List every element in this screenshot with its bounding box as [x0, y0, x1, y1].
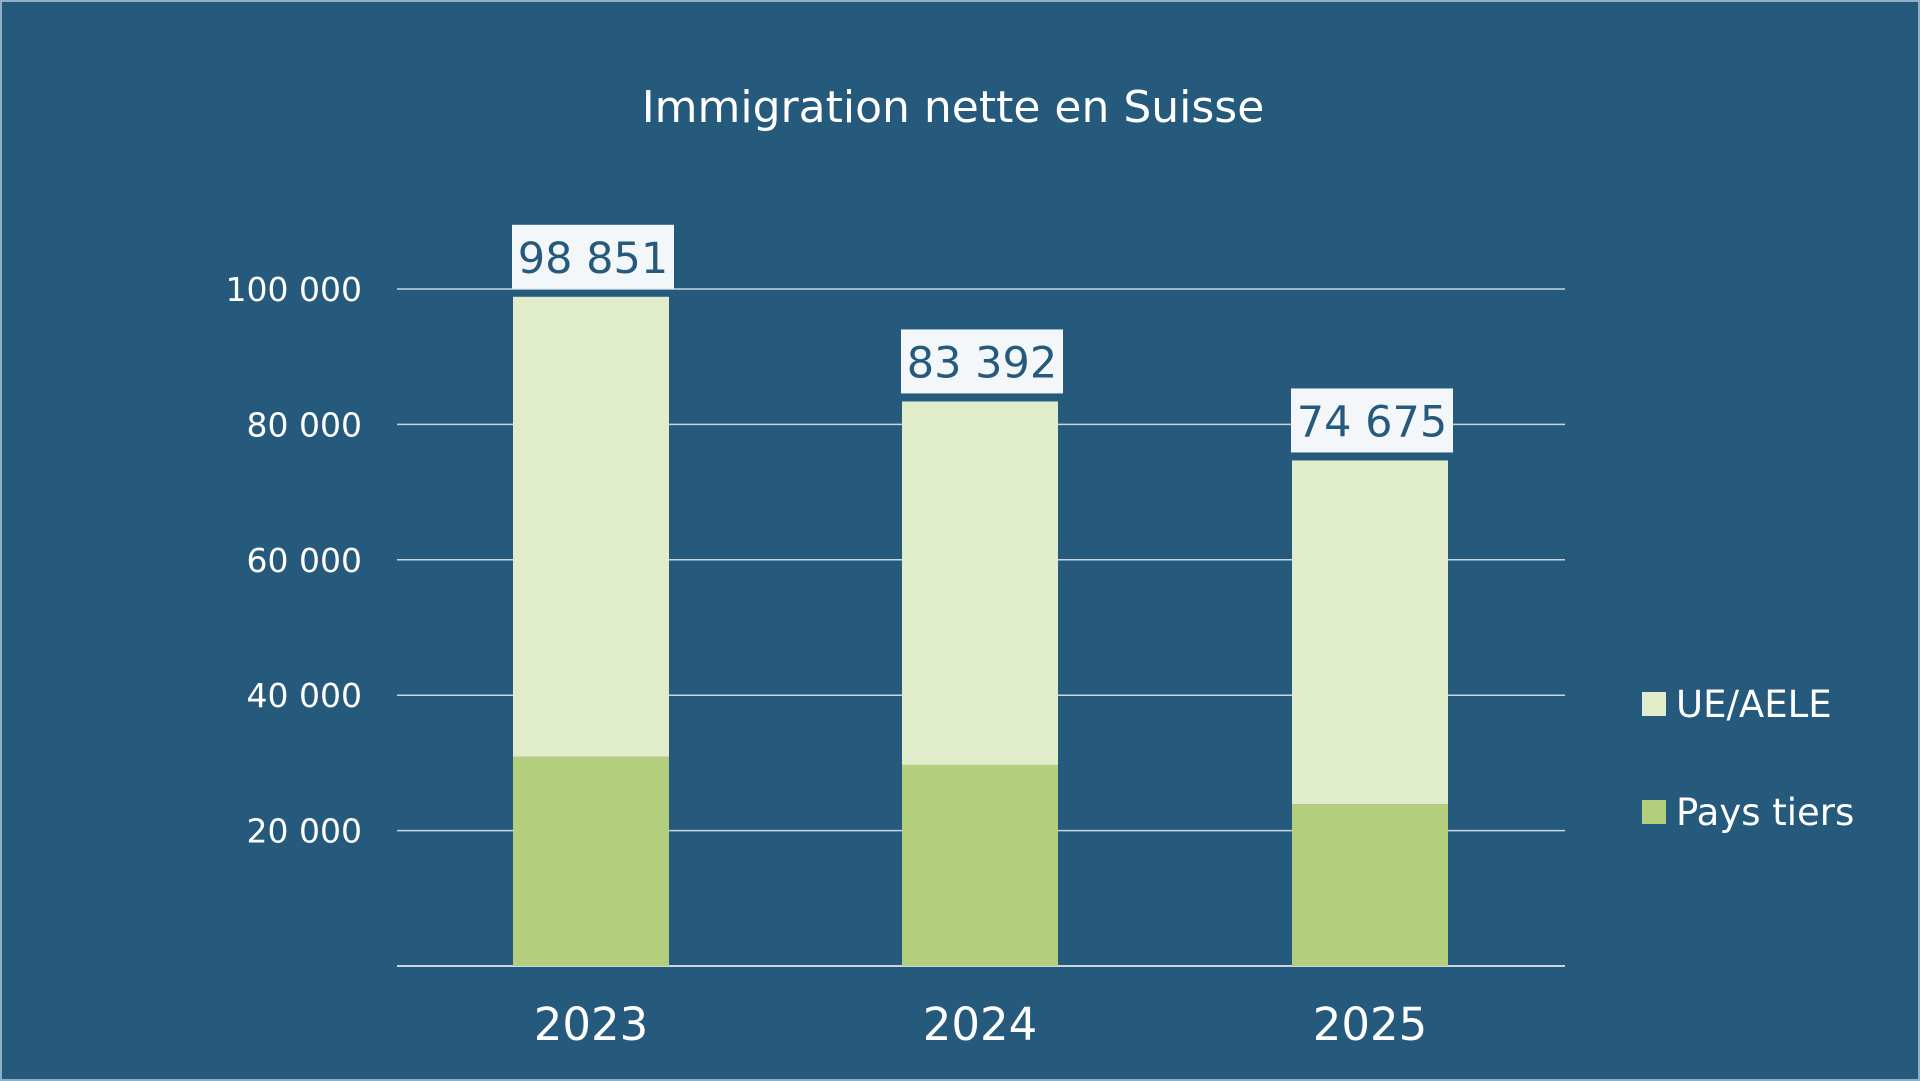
chart-title: Immigration nette en Suisse — [642, 82, 1265, 133]
bar-segment-pays-tiers — [1292, 804, 1448, 966]
total-data-label: 98 851 — [518, 234, 668, 284]
legend-label: Pays tiers — [1676, 791, 1854, 834]
y-tick-label: 40 000 — [247, 676, 362, 715]
y-tick-label: 60 000 — [247, 541, 362, 580]
bar-segment-ue-aele — [1292, 460, 1448, 805]
x-tick-label: 2023 — [534, 998, 649, 1051]
bar-segment-ue-aele — [513, 296, 669, 757]
legend-swatch — [1642, 800, 1666, 824]
y-tick-label: 100 000 — [226, 270, 362, 309]
total-label-box — [512, 224, 674, 289]
total-data-label: 74 675 — [1297, 397, 1447, 447]
bar-segment-pays-tiers — [513, 756, 669, 966]
total-label-box — [901, 329, 1063, 394]
total-label-box — [1291, 388, 1453, 453]
legend-swatch — [1642, 692, 1666, 716]
bar-segment-pays-tiers — [902, 764, 1058, 966]
y-tick-label: 20 000 — [247, 812, 362, 851]
legend-label: UE/AELE — [1676, 683, 1832, 726]
total-data-label: 83 392 — [907, 338, 1057, 388]
x-tick-label: 2024 — [923, 998, 1038, 1051]
y-tick-label: 80 000 — [247, 405, 362, 444]
bar-segment-ue-aele — [902, 401, 1058, 765]
x-tick-label: 2025 — [1313, 998, 1428, 1051]
